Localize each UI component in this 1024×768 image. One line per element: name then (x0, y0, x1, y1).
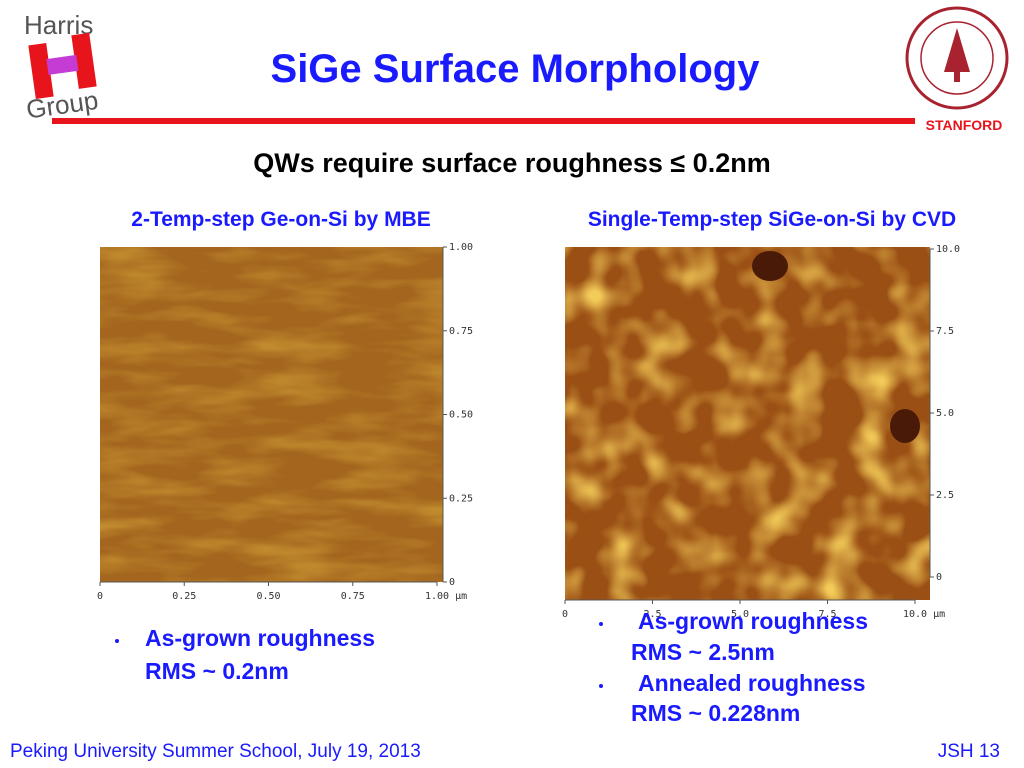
y-tick-label: 10.0 (936, 244, 960, 255)
bullet-text: RMS ~ 2.5nm (631, 639, 775, 665)
bullet-text: RMS ~ 0.2nm (145, 658, 289, 684)
x-tick-label: 0.50 (256, 591, 280, 602)
x-tick-label: 5.0 (731, 609, 749, 620)
panel-heading: 2-Temp-step Ge-on-Si by MBE (131, 208, 430, 231)
subtitle: QWs require surface roughness ≤ 0.2nm (253, 148, 770, 178)
bullet-text: RMS ~ 0.228nm (631, 700, 800, 726)
x-tick-label: 0.75 (341, 591, 365, 602)
panel-heading: Single-Temp-step SiGe-on-Si by CVD (588, 208, 956, 231)
x-tick-label: 0.25 (172, 591, 196, 602)
header-rule (52, 118, 915, 124)
y-tick-label: 2.5 (936, 490, 954, 501)
bullets: As-grown roughness RMS ~ 0.2nm As-grown … (115, 608, 868, 726)
y-tick-label: 1.00 (449, 242, 473, 253)
x-tick-label: 2.5 (643, 609, 661, 620)
y-tick-label: 5.0 (936, 408, 954, 419)
y-tick-label: 0 (449, 577, 455, 588)
footer-left: Peking University Summer School, July 19… (10, 741, 421, 762)
y-tick-label: 0.50 (449, 410, 473, 421)
footer-right: JSH 13 (938, 741, 1000, 762)
y-tick-label: 0 (936, 572, 942, 583)
afm-image (100, 247, 443, 582)
x-tick-label: 1.00 μm (425, 591, 467, 602)
y-tick-label: 0.25 (449, 493, 473, 504)
bullet-text: Annealed roughness (638, 670, 865, 696)
x-tick-label: 0 (562, 609, 568, 620)
axes: 1.00 0.75 0.50 0.25 0 0 0.25 0.50 0.75 1.00 μm 10.… (97, 242, 960, 620)
x-tick-label: 10.0 μm (903, 609, 945, 620)
title: SiGe Surface Morphology (271, 47, 761, 91)
bullet-text: As-grown roughness (145, 625, 375, 651)
stanford-seal (905, 6, 1009, 110)
x-tick-label: 0 (97, 591, 103, 602)
x-tick-label: 7.5 (818, 609, 836, 620)
bullet-text: As-grown roughness (638, 608, 868, 634)
y-tick-label: 0.75 (449, 326, 473, 337)
afm-image (565, 247, 930, 600)
harris-logo: Harris Group (24, 10, 100, 125)
stanford-label: STANFORD (926, 117, 1003, 133)
y-tick-label: 7.5 (936, 326, 954, 337)
